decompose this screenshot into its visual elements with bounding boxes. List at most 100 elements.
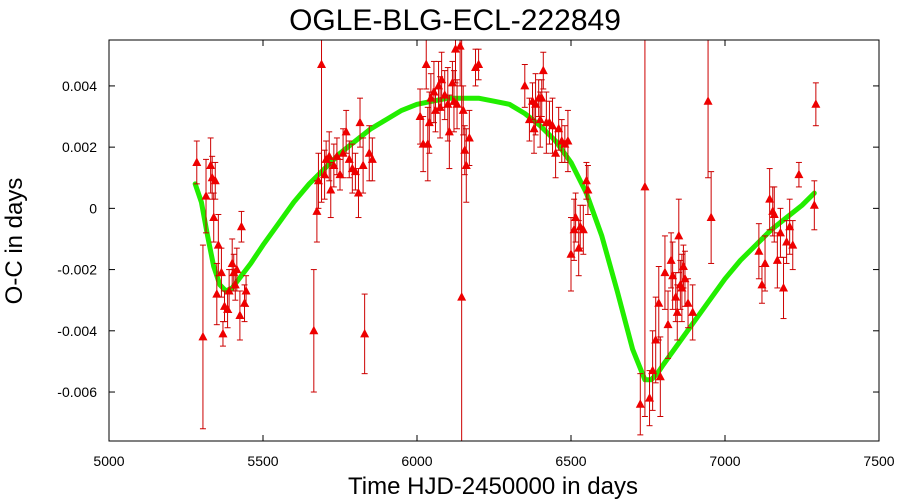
y-axis-ticks: -0.006 -0.004 -0.002 0 0.002 0.004 — [57, 78, 879, 400]
data-point — [424, 117, 434, 127]
data-point — [640, 181, 650, 191]
data-point — [537, 93, 547, 102]
data-point — [240, 298, 250, 307]
data-point — [703, 96, 713, 105]
data-point — [415, 111, 425, 121]
plot-frame — [108, 39, 880, 442]
data-point — [531, 99, 541, 108]
data-point — [312, 206, 322, 215]
data-point — [458, 105, 468, 114]
data-point — [341, 126, 351, 136]
data-point — [811, 99, 821, 108]
chart-title: OGLE-BLG-ECL-222849 — [289, 4, 621, 37]
data-point — [224, 286, 234, 295]
data-point — [210, 175, 220, 185]
data-point — [332, 151, 342, 160]
data-point — [423, 139, 433, 148]
data-point — [335, 169, 345, 179]
data-point — [451, 44, 460, 53]
x-tick-label: 7500 — [863, 453, 894, 469]
x-tick-label: 5500 — [247, 453, 278, 469]
data-point — [460, 145, 470, 154]
x-tick-label: 6000 — [401, 453, 432, 469]
data-point — [706, 212, 716, 222]
data-point — [578, 224, 588, 234]
fit-curve-group — [192, 95, 817, 383]
x-tick-label: 7000 — [709, 453, 740, 469]
data-point — [760, 258, 770, 267]
data-point — [218, 328, 228, 338]
data-point — [554, 123, 564, 133]
data-point — [358, 160, 368, 170]
fit-curve — [192, 95, 817, 383]
data-point — [212, 289, 222, 298]
data-point — [444, 126, 454, 136]
data-point — [645, 393, 655, 402]
data-point — [782, 237, 792, 246]
data-point — [367, 154, 377, 163]
data-point — [648, 365, 658, 375]
data-point — [198, 331, 208, 341]
data-point — [775, 227, 785, 237]
data-point — [235, 310, 245, 319]
data-point — [353, 188, 363, 197]
data-point — [430, 105, 440, 114]
data-point — [757, 279, 767, 289]
observation-points-group — [192, 41, 821, 408]
data-point — [566, 249, 576, 258]
data-point — [655, 371, 665, 381]
data-point — [437, 74, 447, 84]
data-point — [313, 175, 323, 185]
data-point — [360, 328, 370, 338]
data-point — [772, 255, 782, 264]
data-point — [192, 157, 202, 166]
data-point — [571, 212, 581, 222]
y-tick-label: 0.002 — [62, 139, 97, 155]
data-point — [671, 292, 681, 301]
data-point — [440, 90, 450, 99]
data-point — [452, 99, 462, 108]
data-point — [794, 169, 804, 179]
data-point — [230, 279, 240, 289]
y-tick-label: -0.006 — [57, 384, 97, 400]
data-point — [434, 80, 444, 90]
data-point — [320, 169, 330, 179]
data-point — [765, 194, 775, 203]
x-tick-label: 5000 — [93, 453, 124, 469]
data-point — [355, 117, 365, 127]
x-axis-label: Time HJD-2450000 in days — [348, 473, 638, 500]
data-point — [457, 292, 467, 301]
data-point — [461, 160, 471, 170]
data-point — [683, 298, 693, 307]
data-point — [429, 87, 439, 96]
data-point — [364, 148, 374, 157]
y-tick-label: -0.004 — [57, 323, 97, 339]
data-point — [654, 298, 664, 307]
data-point — [326, 184, 336, 194]
data-point — [668, 270, 678, 280]
data-point — [317, 59, 327, 68]
data-point — [344, 154, 354, 163]
data-point — [674, 230, 684, 240]
data-point — [201, 191, 211, 200]
data-point — [551, 148, 561, 157]
data-point — [548, 120, 558, 130]
y-tick-label: -0.002 — [57, 262, 97, 278]
y-axis-label: O-C in days — [1, 178, 28, 305]
data-point — [581, 175, 591, 185]
data-point — [677, 282, 687, 292]
data-point — [769, 209, 779, 218]
data-point — [421, 59, 431, 68]
data-point — [666, 255, 676, 264]
data-point — [216, 267, 226, 277]
y-tick-label: 0 — [89, 200, 97, 216]
data-point — [227, 258, 237, 267]
y-tick-label: 0.004 — [62, 78, 97, 94]
data-point — [563, 136, 573, 145]
data-point — [236, 221, 246, 231]
data-point — [529, 123, 539, 133]
data-point — [520, 80, 530, 90]
data-point — [324, 151, 334, 160]
data-point — [809, 200, 819, 209]
